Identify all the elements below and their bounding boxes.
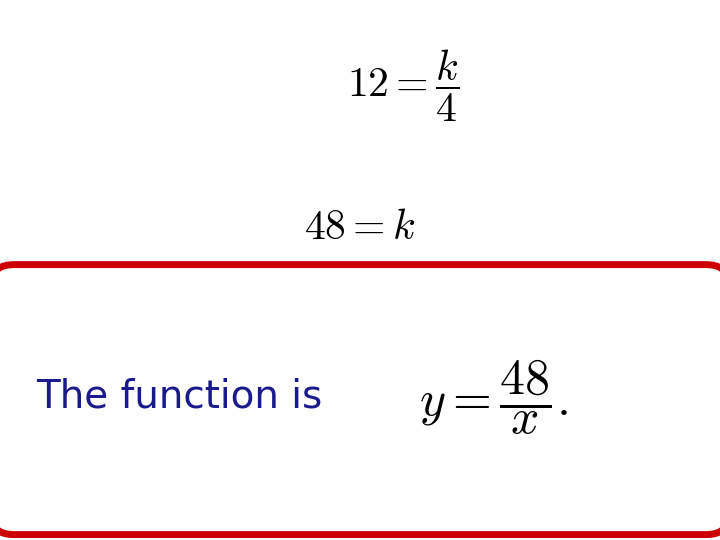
Text: $48=k$: $48=k$ [304,206,416,248]
Text: $y=\dfrac{48}{x}.$: $y=\dfrac{48}{x}.$ [419,357,567,437]
FancyBboxPatch shape [0,265,720,535]
Text: The function is: The function is [36,378,323,416]
Text: $12=\dfrac{k}{4}$: $12=\dfrac{k}{4}$ [347,49,459,124]
